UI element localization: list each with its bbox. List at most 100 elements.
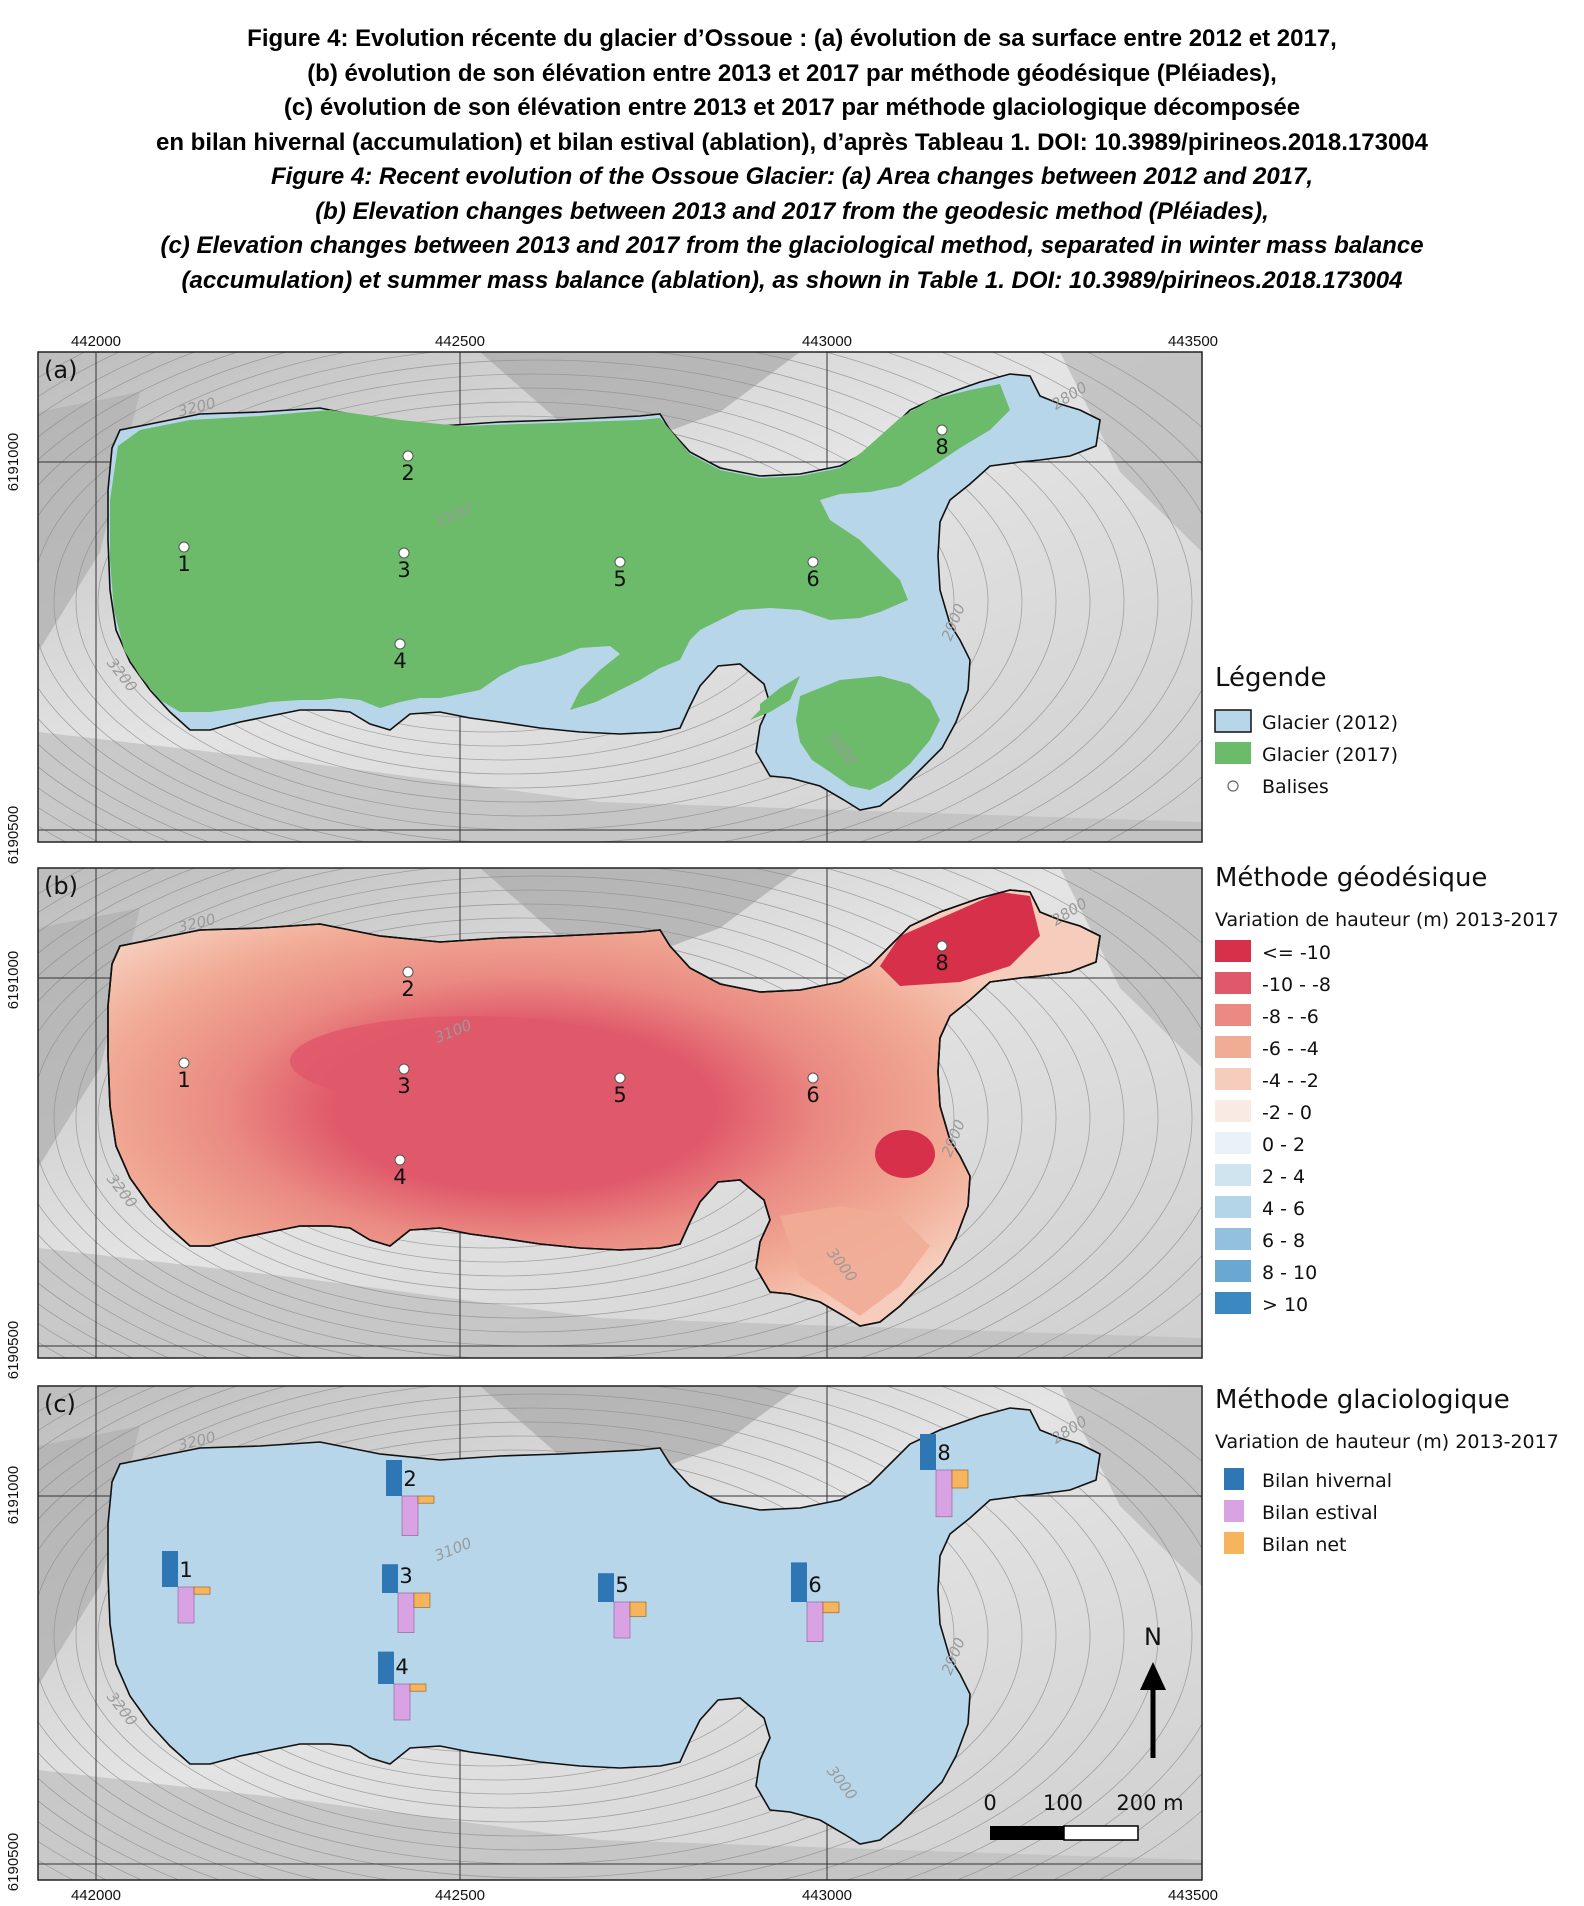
north-label: N xyxy=(1144,1623,1162,1651)
balise-marker xyxy=(614,1072,626,1084)
balise-marker xyxy=(398,547,410,559)
y-tick-label: 6190500 xyxy=(5,806,22,864)
balise-label: 2 xyxy=(403,1467,416,1491)
balise-marker xyxy=(402,966,414,978)
ridge-shade xyxy=(38,732,1202,842)
y-tick-label: 6191000 xyxy=(5,951,22,1009)
balise-label: 6 xyxy=(806,1083,819,1107)
legend-item-label: 0 - 2 xyxy=(1262,1134,1305,1156)
bar-net-balance xyxy=(417,1495,435,1504)
scale-label: 100 xyxy=(1043,1791,1083,1815)
balise-marker xyxy=(807,556,819,568)
legend-swatch-geodesic-class xyxy=(1215,1228,1251,1250)
x-tick-labels-bottom: 442000 442500 443000 443500 xyxy=(71,1887,1218,1904)
balise-label: 4 xyxy=(395,1655,408,1679)
balise-label: 1 xyxy=(177,552,190,576)
legend-balise-symbol xyxy=(1227,780,1239,792)
legend-swatch-geodesic-class xyxy=(1215,1292,1251,1314)
bar-winter-balance xyxy=(382,1564,398,1593)
balise-marker xyxy=(394,638,406,650)
panel-label: (c) xyxy=(44,1390,76,1418)
legend-swatch-winter xyxy=(1224,1468,1244,1490)
legend-swatch-glacier-2012 xyxy=(1214,709,1252,733)
balise-label: 2 xyxy=(401,461,414,485)
balise-label: 5 xyxy=(615,1573,628,1597)
y-tick-label: 6190500 xyxy=(5,1833,22,1891)
legend-c: Méthode glaciologique Variation de haute… xyxy=(1215,1385,1559,1556)
legend-swatch-geodesic-class xyxy=(1215,1100,1251,1122)
bar-winter-balance xyxy=(920,1434,936,1470)
figure-caption: Figure 4: Evolution récente du glacier d… xyxy=(0,22,1584,298)
legend-item-label: Glacier (2012) xyxy=(1262,712,1398,734)
balise-label: 2 xyxy=(401,977,414,1001)
legend-item-label: 2 - 4 xyxy=(1262,1166,1305,1188)
scale-segment-white xyxy=(1063,1825,1139,1841)
caption-en-line: Figure 4: Recent evolution of the Ossoue… xyxy=(270,163,1314,190)
scale-bar: 0 100 200 m xyxy=(983,1791,1184,1841)
ridge-shade xyxy=(38,1248,1202,1358)
legend-swatch-summer xyxy=(1224,1500,1244,1522)
y-tick-label: 6190500 xyxy=(5,1321,22,1379)
balise-marker xyxy=(178,1057,190,1069)
legend-swatch-geodesic-class xyxy=(1215,1196,1251,1218)
legend-item-label: 6 - 8 xyxy=(1262,1230,1305,1252)
balise-marker xyxy=(807,1072,819,1084)
caption-en-line: (c) Elevation changes between 2013 and 2… xyxy=(160,232,1424,259)
legend-b-title: Méthode géodésique xyxy=(1215,863,1487,893)
scale-segment-black xyxy=(990,1826,1064,1840)
bar-summer-balance xyxy=(393,1683,411,1721)
legend-swatch-glacier-2017 xyxy=(1215,742,1251,764)
ridge-shade xyxy=(38,1770,1202,1880)
balise-label: 3 xyxy=(397,558,410,582)
caption-en-line: (b) Elevation changes between 2013 and 2… xyxy=(315,197,1269,225)
balise-marker xyxy=(614,556,626,568)
north-arrow: N xyxy=(1140,1623,1166,1758)
balise-marker xyxy=(394,1154,406,1166)
legend-item-label: Bilan estival xyxy=(1262,1502,1378,1524)
balise-marker xyxy=(178,541,190,553)
balise-label: 6 xyxy=(808,1573,821,1597)
balise-label: 4 xyxy=(393,649,406,673)
caption-fr-line: Figure 4: Evolution récente du glacier d… xyxy=(247,25,1337,52)
legend-item-label: -2 - 0 xyxy=(1262,1102,1312,1124)
zone-loss-4-6 xyxy=(780,1206,930,1316)
balises: 1 2 3 4 5 6 8 xyxy=(177,424,949,673)
legend-swatch-geodesic-class xyxy=(1215,1164,1251,1186)
panel-label: (a) xyxy=(44,356,77,384)
legend-item-label: -10 - -8 xyxy=(1262,974,1331,996)
caption-fr-line: (c) évolution de son élévation entre 201… xyxy=(283,94,1301,121)
balise-marker xyxy=(402,450,414,462)
bar-summer-balance xyxy=(935,1469,953,1518)
legend-swatch-geodesic-class xyxy=(1215,972,1251,994)
balise-label: 5 xyxy=(613,567,626,591)
bar-winter-balance xyxy=(378,1651,394,1684)
glacier-2012-extent xyxy=(107,1407,1101,1845)
bar-winter-balance xyxy=(386,1460,402,1496)
panel-frame xyxy=(37,1385,1203,1881)
ridge-shade xyxy=(1060,1386,1202,1586)
balise-marker xyxy=(398,1063,410,1075)
legend-a-title: Légende xyxy=(1215,663,1327,693)
x-tick-label: 442000 xyxy=(71,1887,121,1904)
legend-swatch-geodesic-class xyxy=(1215,1132,1251,1154)
y-tick-label: 6191000 xyxy=(5,433,22,491)
legend-c-subtitle: Variation de hauteur (m) 2013-2017 xyxy=(1215,1431,1559,1453)
glacier-outline xyxy=(107,889,1101,1327)
legend-item-label: Glacier (2017) xyxy=(1262,744,1398,766)
bar-summer-balance xyxy=(401,1495,419,1536)
panel-label: (b) xyxy=(44,872,78,900)
legend-item-label: <= -10 xyxy=(1262,942,1331,964)
x-tick-label: 443000 xyxy=(802,333,852,350)
legend-swatch-geodesic-class xyxy=(1215,1068,1251,1090)
balise-label: 1 xyxy=(179,1558,192,1582)
zone-loss-8-10 xyxy=(290,1016,650,1106)
bar-summer-balance xyxy=(613,1601,631,1639)
y-tick-labels: 6191000 6190500 6191000 6190500 6191000 … xyxy=(5,433,22,1891)
legend-swatch-net xyxy=(1224,1532,1244,1554)
scale-label: 200 m xyxy=(1116,1791,1183,1815)
legend-item-label: Bilan net xyxy=(1262,1534,1347,1556)
